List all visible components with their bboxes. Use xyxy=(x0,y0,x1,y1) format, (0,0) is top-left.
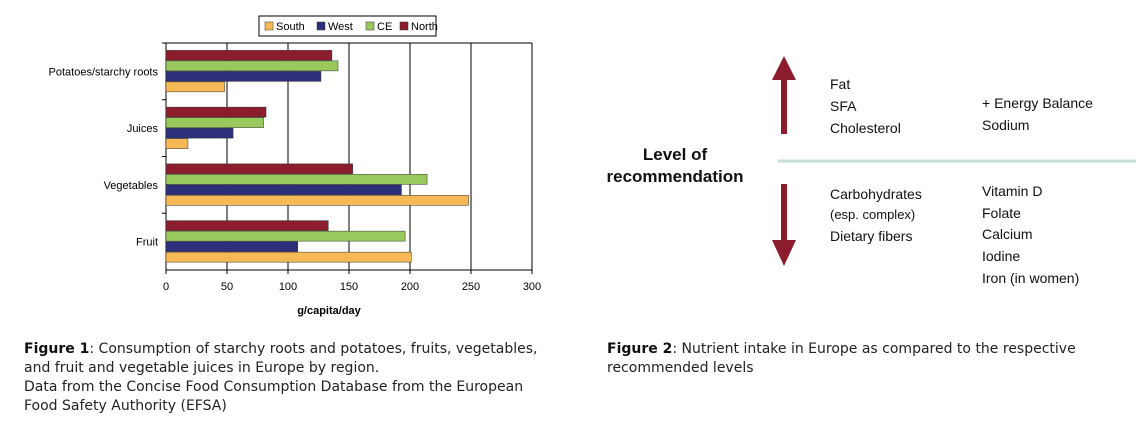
below-item-vitamin-d: Vitamin D xyxy=(982,183,1043,199)
legend-label-west: West xyxy=(328,21,353,33)
above-item-sodium: Sodium xyxy=(982,117,1030,133)
down-arrow-icon xyxy=(772,184,796,266)
legend-swatch-north xyxy=(399,21,409,31)
bar-ce xyxy=(165,117,264,128)
bar-west xyxy=(165,184,402,196)
bar-south xyxy=(165,195,469,206)
x-tick-label: 300 xyxy=(523,281,541,293)
figure-1-text: : Consumption of starchy roots and potat… xyxy=(24,341,538,376)
legend-label-south: South xyxy=(276,21,305,33)
below-item-carbohydrates: Carbohydrates xyxy=(830,186,922,202)
below-item-iodine: Iodine xyxy=(982,248,1021,264)
bar-north xyxy=(165,106,267,118)
figure-1-label: Figure 1 xyxy=(24,341,90,357)
x-axis-title: g/capita/day xyxy=(297,305,361,317)
above-item-energy-balance: + Energy Balance xyxy=(982,95,1093,111)
x-tick-label: 200 xyxy=(401,281,419,293)
bar-chart: 0 50 100 150 200 250 300 g/capita/day Potatoes/s… xyxy=(49,15,541,317)
x-tick-label: 250 xyxy=(462,281,480,293)
below-item-iron: Iron (in women) xyxy=(982,270,1080,286)
category-label: Vegetables xyxy=(104,180,159,192)
bar-west xyxy=(165,241,299,252)
legend-swatch-west xyxy=(316,21,326,31)
bar-north xyxy=(165,163,353,175)
legend-label-ce: CE xyxy=(377,21,392,33)
below-item-folate: Folate xyxy=(982,205,1021,221)
legend-box xyxy=(258,15,437,37)
legend-label-north: North xyxy=(411,21,438,33)
below-item-complex: (esp. complex) xyxy=(830,207,916,222)
x-tick-label: 100 xyxy=(279,281,297,293)
category-label: Juices xyxy=(127,123,159,135)
bar-ce xyxy=(165,174,428,185)
below-item-calcium: Calcium xyxy=(982,226,1033,242)
x-tick-label: 150 xyxy=(340,281,358,293)
x-tick-label: 0 xyxy=(163,281,169,293)
legend-swatch-ce xyxy=(365,21,375,31)
nutrient-diagram-graphics xyxy=(772,56,1136,266)
bar-south xyxy=(165,81,225,93)
level-of-recommendation-label: Level of recommendation xyxy=(606,145,744,186)
bar-west xyxy=(165,127,234,139)
up-arrow-icon xyxy=(772,56,796,134)
category-label: Potatoes/starchy roots xyxy=(49,66,159,78)
figure-1-source: Data from the Concise Food Consumption D… xyxy=(24,379,524,414)
legend-swatch-south xyxy=(264,21,274,31)
figure-2-text: : Nutrient intake in Europe as compared … xyxy=(607,341,1076,376)
above-item-cholesterol: Cholesterol xyxy=(830,120,901,136)
bar-ce xyxy=(165,60,339,72)
figure-2-caption: Figure 2: Nutrient intake in Europe as c… xyxy=(607,340,1107,378)
above-item-sfa: SFA xyxy=(830,98,857,114)
bar-south xyxy=(165,138,189,149)
bar-ce xyxy=(165,230,406,242)
above-item-fat: Fat xyxy=(830,76,851,92)
bar-north xyxy=(165,50,333,61)
category-label: Fruit xyxy=(136,237,158,249)
bar-south xyxy=(165,251,412,263)
x-tick-label: 50 xyxy=(221,281,233,293)
figure-1-caption: Figure 1: Consumption of starchy roots a… xyxy=(24,340,544,416)
bar-west xyxy=(165,71,322,82)
figure-2-label: Figure 2 xyxy=(607,341,673,357)
bar-north xyxy=(165,220,329,231)
below-item-dietary-fibers: Dietary fibers xyxy=(830,228,913,244)
